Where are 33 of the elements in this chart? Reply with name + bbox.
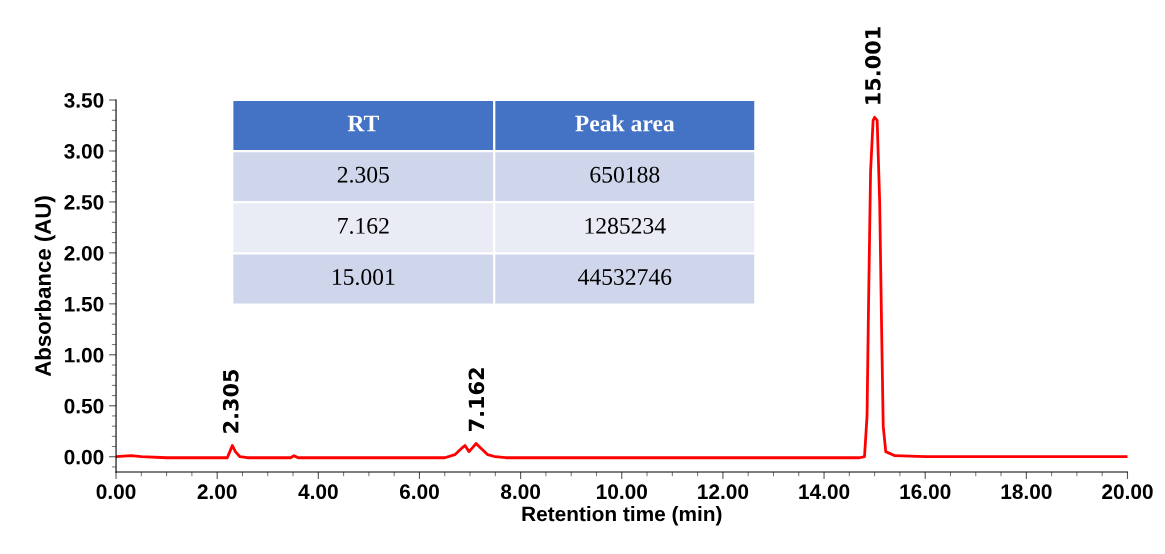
- x-tick-label: 6.00: [399, 484, 439, 500]
- x-tick-label: 16.00: [900, 484, 951, 500]
- y-tick-label: 1.50: [65, 296, 104, 312]
- annotation: 2.305: [222, 369, 239, 433]
- annotation: 650188: [590, 166, 660, 183]
- annotation: 44532746: [578, 269, 672, 285]
- x-tick-label: 4.00: [298, 484, 338, 500]
- y-tick-label: 3.00: [64, 143, 104, 159]
- annotation: 15.001: [864, 27, 881, 104]
- y-tick-label: 1.00: [65, 347, 104, 363]
- annotation: 7.162: [338, 217, 389, 234]
- x-tick-label: 12.00: [698, 484, 749, 500]
- x-tick-label: 18.00: [1001, 484, 1052, 500]
- x-tick-label: 10.00: [597, 484, 647, 500]
- y-tick-label: 0.00: [64, 449, 104, 465]
- annotation: 7.162: [468, 368, 485, 431]
- x-tick-label: 20.00: [1102, 484, 1153, 500]
- line-series: [116, 115, 1128, 460]
- annotation: 2.305: [337, 166, 389, 183]
- annotation: 15.001: [332, 269, 395, 286]
- y-tick-label: 2.50: [64, 194, 104, 210]
- x-tick-label: 0.00: [96, 484, 136, 500]
- x-tick-label: 8.00: [501, 484, 541, 500]
- annotation: Peak area: [575, 114, 675, 132]
- x-axis-title: Retention time (min): [522, 506, 722, 526]
- y-tick-label: 0.50: [64, 398, 104, 414]
- x-tick-label: 2.00: [197, 484, 237, 500]
- annotation: RT: [347, 115, 379, 132]
- y-tick-label: 3.50: [64, 93, 104, 108]
- y-axis-title: Absorbance (AU): [34, 196, 56, 377]
- y-tick-label: 2.00: [64, 245, 104, 261]
- annotation: 1285234: [585, 217, 666, 234]
- x-tick-label: 14.00: [799, 484, 850, 500]
